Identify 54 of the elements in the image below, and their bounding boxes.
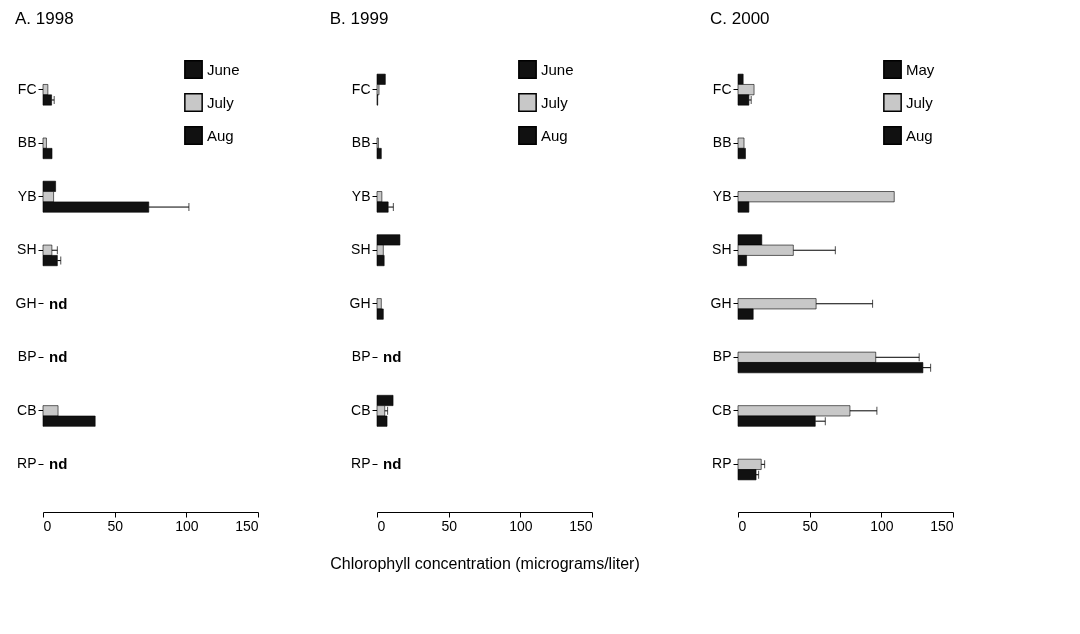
legend-label: May <box>906 60 935 78</box>
y-tick-label: BP <box>351 348 371 365</box>
x-tick-label: 100 <box>870 517 894 534</box>
legend-label: June <box>207 60 240 78</box>
y-tick-label: RP <box>712 455 732 472</box>
y-tick-label: SH <box>712 241 732 258</box>
x-tick-label: 50 <box>802 517 819 534</box>
annotation: nd <box>49 294 68 312</box>
y-tick-label: GH <box>15 294 37 311</box>
legend-label: July <box>541 93 569 111</box>
x-tick-label: 50 <box>441 517 458 534</box>
y-tick-label: RP <box>351 455 371 472</box>
annotation: nd <box>383 455 402 473</box>
x-tick-label: 150 <box>235 517 259 534</box>
y-tick-label: BP <box>17 348 37 365</box>
legend-label: Aug <box>541 126 568 144</box>
x-tick-label: 50 <box>107 517 124 534</box>
annotation: nd <box>383 348 402 366</box>
chart-title: B. 1999 <box>329 9 389 28</box>
chart-title: C. 2000 <box>710 9 770 28</box>
x-tick-label: 0 <box>738 517 747 534</box>
y-tick-label: BB <box>17 134 37 151</box>
legend-label: July <box>207 93 235 111</box>
y-tick-label: BP <box>712 348 732 365</box>
x-tick-label: 0 <box>377 517 386 534</box>
y-tick-label: FC <box>712 80 732 97</box>
chart-title: A. 1998 <box>15 9 74 28</box>
x-tick-label: 0 <box>43 517 52 534</box>
y-tick-label: CB <box>351 401 371 418</box>
y-tick-label: FC <box>17 80 37 97</box>
annotation: nd <box>49 348 68 366</box>
y-tick-label: SH <box>351 241 371 258</box>
legend-label: Aug <box>207 126 234 144</box>
x-axis-title: Chlorophyll concentration (micrograms/liter) <box>330 554 640 572</box>
x-tick-label: 150 <box>930 517 954 534</box>
y-tick-label: GH <box>710 294 732 311</box>
y-tick-label: SH <box>17 241 37 258</box>
y-tick-label: FC <box>351 80 371 97</box>
y-tick-label: BB <box>712 134 732 151</box>
y-tick-label: YB <box>712 187 732 204</box>
y-tick-label: CB <box>17 401 37 418</box>
x-tick-label: 150 <box>569 517 593 534</box>
x-tick-label: 100 <box>509 517 533 534</box>
y-tick-label: RP <box>17 455 37 472</box>
y-tick-label: BB <box>351 134 371 151</box>
y-tick-label: YB <box>351 187 371 204</box>
legend-label: Aug <box>906 126 933 144</box>
legend-label: June <box>541 60 574 78</box>
legend-label: July <box>906 93 934 111</box>
y-tick-label: GH <box>349 294 371 311</box>
x-tick-label: 100 <box>175 517 199 534</box>
y-tick-label: YB <box>17 187 37 204</box>
annotation: nd <box>49 455 68 473</box>
y-tick-label: CB <box>712 401 732 418</box>
